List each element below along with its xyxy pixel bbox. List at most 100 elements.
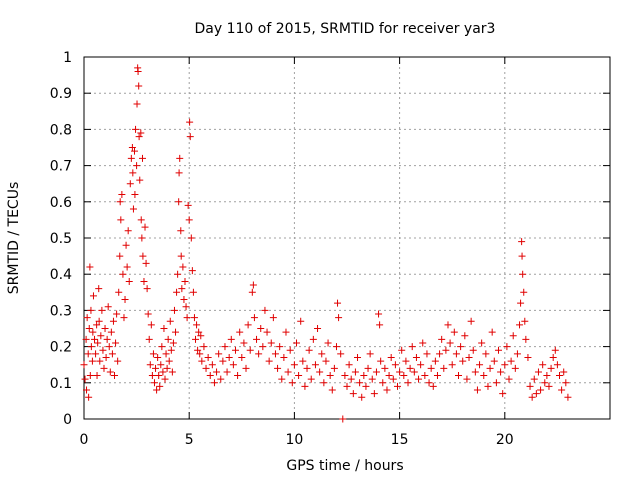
data-point xyxy=(307,375,315,383)
data-point xyxy=(286,346,294,354)
data-point xyxy=(509,332,517,340)
data-point xyxy=(518,238,526,246)
data-point xyxy=(259,343,267,351)
data-point xyxy=(503,343,511,351)
data-point xyxy=(309,335,317,343)
data-point xyxy=(238,353,246,361)
data-point xyxy=(417,361,425,369)
data-point xyxy=(375,310,383,318)
data-point xyxy=(316,368,324,376)
data-point xyxy=(99,346,107,354)
data-point xyxy=(91,335,99,343)
data-point xyxy=(225,353,233,361)
data-point xyxy=(461,332,469,340)
data-point xyxy=(556,372,564,380)
data-point xyxy=(297,317,305,325)
data-point xyxy=(406,364,414,372)
data-point xyxy=(450,328,458,336)
data-point xyxy=(114,357,122,365)
data-point xyxy=(150,379,158,387)
data-point xyxy=(410,368,418,376)
data-point xyxy=(177,252,185,260)
data-point xyxy=(549,353,557,361)
data-point xyxy=(82,335,90,343)
data-point xyxy=(341,372,349,380)
data-point xyxy=(444,321,452,329)
data-point xyxy=(480,372,488,380)
data-point xyxy=(221,343,229,351)
data-point xyxy=(156,382,164,390)
data-point xyxy=(84,350,92,358)
data-point xyxy=(265,357,273,365)
data-point xyxy=(166,317,174,325)
data-point xyxy=(148,372,156,380)
data-point xyxy=(387,353,395,361)
data-point xyxy=(332,343,340,351)
data-point xyxy=(163,364,171,372)
data-point xyxy=(269,314,277,322)
data-point xyxy=(471,368,479,376)
data-point xyxy=(249,281,257,289)
data-point xyxy=(427,364,435,372)
y-tick-label: 0.9 xyxy=(50,86,72,102)
data-point xyxy=(183,314,191,322)
data-point xyxy=(161,375,169,383)
data-point xyxy=(189,288,197,296)
data-point xyxy=(100,364,108,372)
data-point xyxy=(87,343,95,351)
data-point xyxy=(85,393,93,401)
data-point xyxy=(167,346,175,354)
data-point xyxy=(282,328,290,336)
data-point xyxy=(168,368,176,376)
data-point xyxy=(204,353,212,361)
data-point xyxy=(104,303,112,311)
data-point xyxy=(133,100,141,108)
data-point xyxy=(455,372,463,380)
data-point xyxy=(438,335,446,343)
data-point xyxy=(290,361,298,369)
data-point xyxy=(135,133,143,141)
data-point xyxy=(330,364,338,372)
data-point xyxy=(89,328,97,336)
data-point xyxy=(261,306,269,314)
data-point xyxy=(136,176,144,184)
data-point xyxy=(484,382,492,390)
data-point xyxy=(376,321,384,329)
data-point xyxy=(497,368,505,376)
data-point xyxy=(314,325,322,332)
data-point xyxy=(234,372,242,380)
data-point xyxy=(360,372,368,380)
data-point xyxy=(95,317,103,325)
data-point xyxy=(494,346,502,354)
data-point xyxy=(547,364,555,372)
data-point xyxy=(356,379,364,387)
data-point xyxy=(534,368,542,376)
data-point xyxy=(165,357,173,365)
data-point xyxy=(335,314,343,322)
data-point xyxy=(121,296,129,304)
data-point xyxy=(511,364,519,372)
x-tick-label: 0 xyxy=(80,432,89,448)
data-point xyxy=(137,129,145,137)
data-point xyxy=(299,357,307,365)
x-tick-label: 5 xyxy=(185,432,194,448)
data-point xyxy=(193,321,201,329)
data-point xyxy=(215,350,223,358)
data-point xyxy=(134,67,142,75)
data-point xyxy=(147,321,155,329)
data-point xyxy=(383,386,391,394)
data-point xyxy=(482,350,490,358)
data-point xyxy=(271,350,279,358)
data-point xyxy=(186,133,194,141)
y-tick-label: 0.3 xyxy=(50,303,72,319)
data-point xyxy=(457,343,465,351)
data-point xyxy=(248,288,256,296)
data-point xyxy=(143,285,151,293)
data-point xyxy=(337,350,345,358)
data-point xyxy=(393,382,401,390)
data-point xyxy=(343,382,351,390)
data-point xyxy=(253,335,261,343)
data-point xyxy=(106,368,114,376)
data-point xyxy=(562,379,570,387)
data-point xyxy=(86,263,94,271)
